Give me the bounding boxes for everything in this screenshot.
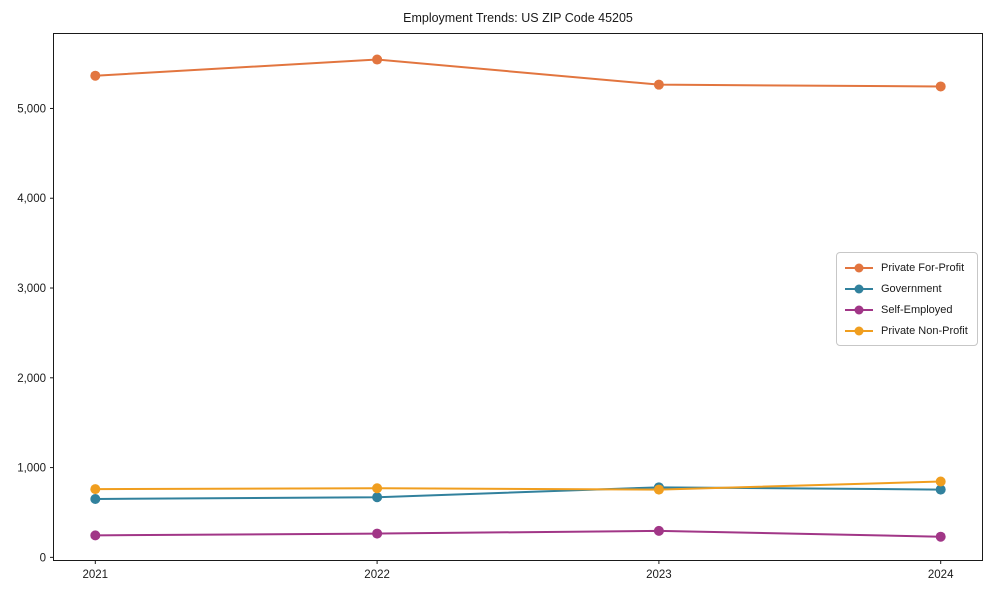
legend-item-self-employed: Self-Employed (844, 301, 968, 318)
series-government (90, 482, 946, 505)
data-point-private-non-profit-2024 (935, 476, 946, 487)
x-tick-label: 2021 (83, 569, 109, 581)
series-line-self-employed (95, 529, 941, 538)
series-line-government (95, 486, 941, 501)
legend-marker-icon (845, 305, 873, 314)
chart-title: Employment Trends: US ZIP Code 45205 (403, 11, 633, 25)
data-point-self-employed-2022 (372, 528, 383, 539)
data-point-private-non-profit-2021 (90, 484, 101, 495)
legend-label: Government (881, 282, 942, 295)
legend-label: Private For-Profit (881, 261, 965, 274)
legend-marker-icon (845, 326, 873, 335)
legend-item-government: Government (844, 280, 968, 297)
series-line-private-for-profit (95, 58, 941, 88)
legend-label: Self-Employed (881, 303, 953, 316)
data-point-self-employed-2023 (653, 525, 664, 536)
data-point-private-for-profit-2024 (935, 81, 946, 92)
data-point-private-for-profit-2023 (653, 79, 664, 90)
series-private-non-profit (90, 476, 946, 495)
data-point-government-2022 (372, 492, 383, 503)
series-self-employed (90, 525, 946, 542)
legend-item-private-for-profit: Private For-Profit (844, 259, 968, 276)
plot-frame (53, 33, 983, 561)
data-point-private-for-profit-2022 (372, 54, 383, 65)
legend-marker-icon (845, 263, 873, 272)
y-axis: 0 1,000 2,000 3,000 4,000 5,000 (17, 103, 54, 564)
x-tick-label: 2023 (646, 569, 672, 581)
y-tick-label: 4,000 (17, 193, 46, 205)
data-point-self-employed-2021 (90, 530, 101, 541)
series-private-for-profit (90, 54, 946, 92)
x-tick-label: 2024 (928, 569, 954, 581)
data-point-government-2021 (90, 494, 101, 505)
data-point-government-2024 (935, 484, 946, 495)
y-tick-label: 3,000 (17, 283, 46, 295)
data-point-self-employed-2024 (935, 531, 946, 542)
data-point-private-non-profit-2023 (653, 484, 664, 495)
y-tick-label: 1,000 (17, 463, 46, 475)
y-tick-label: 2,000 (17, 373, 46, 385)
legend-marker-icon (845, 284, 873, 293)
legend: Private For-Profit Government Self-Employe… (836, 252, 978, 346)
y-tick-label: 0 (40, 552, 46, 564)
y-tick-label: 5,000 (17, 103, 46, 115)
x-tick-label: 2022 (364, 569, 390, 581)
legend-item-private-non-profit: Private Non-Profit (844, 322, 968, 339)
x-axis: 2021 2022 2023 2024 (83, 560, 954, 581)
data-point-private-non-profit-2022 (372, 483, 383, 494)
series-line-private-non-profit (95, 480, 941, 491)
data-point-private-for-profit-2021 (90, 70, 101, 81)
legend-label: Private Non-Profit (881, 324, 968, 337)
